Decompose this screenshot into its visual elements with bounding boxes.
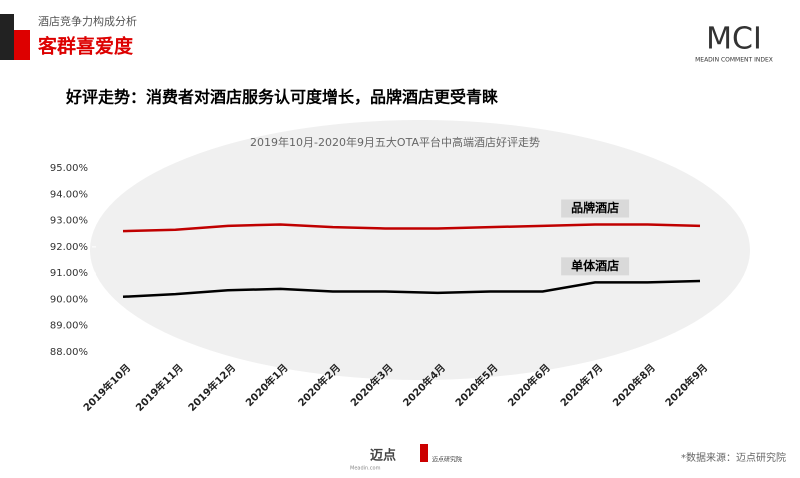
y-tick-label: 88.00% [50, 347, 88, 358]
y-tick-label: 90.00% [50, 294, 88, 305]
brand-logo: MCI [706, 22, 762, 57]
y-tick-label: 92.00% [50, 242, 88, 253]
legend-box [561, 199, 630, 218]
data-line [122, 279, 701, 299]
source-note: *数据来源：迈点研究院 [681, 451, 786, 464]
legend-label: 单体酒店 [571, 258, 619, 273]
logo: 迈点研究院 [432, 456, 462, 464]
y-tick-label: 95.00% [50, 163, 88, 174]
y-tick-label: 93.00% [50, 216, 88, 227]
header-block [0, 14, 14, 60]
headline: 好评走势：消费者对酒店服务认可度增长，品牌酒店更受青睐 [65, 88, 498, 107]
y-tick-label: 91.00% [50, 268, 88, 279]
data-line [122, 223, 701, 233]
brand-sub: MEADIN COMMENT INDEX [695, 57, 773, 64]
legend-label: 品牌酒店 [571, 200, 619, 215]
logo-sub: Meadin.com [350, 466, 381, 472]
legend-box [561, 257, 630, 276]
y-tick-label: 89.00% [50, 321, 88, 332]
map-background [90, 120, 750, 380]
y-tick-label: 94.00% [50, 189, 88, 200]
page-title: 客群喜爱度 [38, 35, 134, 58]
logo: 迈点 [370, 448, 396, 464]
chart-title: 2019年10月-2020年9月五大OTA平台中高端酒店好评走势 [250, 135, 540, 149]
header-block [14, 30, 30, 60]
section-label: 酒店竞争力构成分析 [38, 14, 137, 28]
logo-mark [420, 444, 428, 462]
